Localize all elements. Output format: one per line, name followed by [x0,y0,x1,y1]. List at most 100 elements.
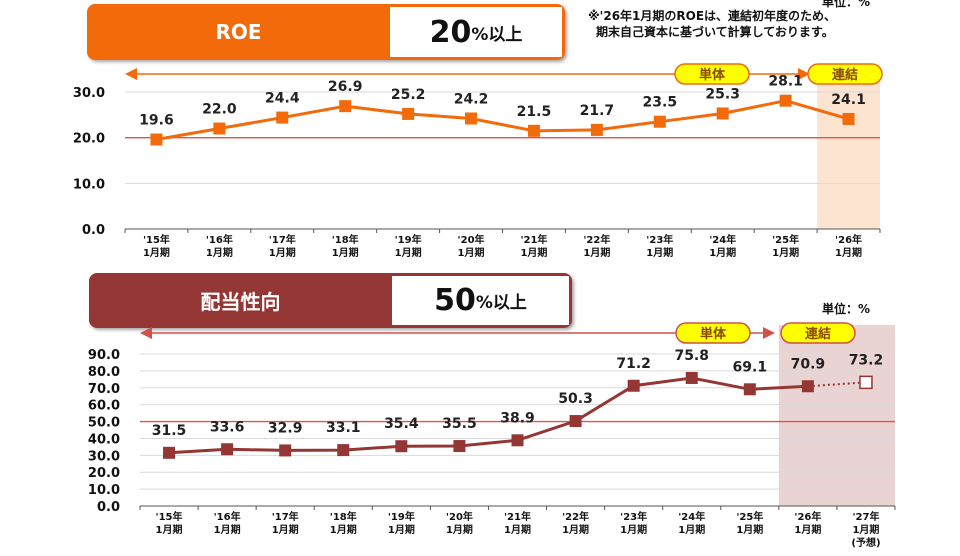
payout-data-marker [279,444,292,457]
roe-arrow-left-head [125,68,137,80]
roe-arrow-right-head [798,68,810,80]
payout-header: 配当性向 50 %以上 [89,273,572,328]
roe-data-marker [590,123,603,136]
roe-data-marker [402,107,415,120]
roe-unit-label: 単位：% [822,0,871,9]
roe-data-marker [465,112,478,125]
payout-x-tick-label: '17年 [272,510,299,523]
roe-x-tick-label: 1月期 [709,246,736,259]
roe-x-tick-label: 1月期 [646,246,673,259]
roe-x-tick-label: 1月期 [395,246,422,259]
payout-x-tick-label: 1月期 [852,523,879,536]
payout-x-tick-label: '16年 [214,510,241,523]
payout-y-tick: 20.0 [88,466,120,481]
roe-x-tick-label: 1月期 [520,246,547,259]
payout-y-tick: 70.0 [88,382,120,397]
roe-x-tick-label: '21年 [520,233,547,246]
roe-target-suffix: %以上 [471,24,523,45]
roe-data-label: 23.5 [643,95,678,111]
payout-consolidated-shade [778,325,895,506]
payout-y-tick: 30.0 [88,449,120,464]
payout-badge-standalone-label: 単体 [700,326,727,342]
payout-y-tick: 10.0 [88,483,120,498]
roe-header: ROE 20 %以上 [87,4,565,60]
roe-data-marker [653,115,666,128]
roe-x-tick-label: '15年 [143,233,170,246]
roe-x-tick-label: 1月期 [206,246,233,259]
roe-x-tick-label: '20年 [458,233,485,246]
payout-x-tick-label: 1月期 [620,523,647,536]
roe-x-tick-label: 1月期 [269,246,296,259]
payout-x-tick-label: 1月期 [272,523,299,536]
payout-header-title: 配当性向 [200,290,281,314]
roe-data-label: 19.6 [139,112,174,128]
payout-x-tick-label: 1月期 [214,523,241,536]
payout-data-marker [685,371,698,384]
payout-data-marker [221,443,234,456]
roe-data-marker [527,124,540,137]
note-line-2: 期末自己資本に基づいて計算しております。 [596,25,834,39]
roe-x-tick-label: 1月期 [772,246,799,259]
payout-data-label: 38.9 [500,410,535,426]
payout-series-line [168,376,808,455]
roe-data-label: 28.1 [768,74,803,90]
payout-forecast-marker [859,375,873,390]
payout-arrow-left-head [140,327,152,339]
payout-y-tick: 90.0 [88,348,120,363]
roe-x-tick-label: '24年 [709,233,736,246]
roe-badge-consolidated [807,63,883,85]
payout-x-tick-label: 1月期 [446,523,473,536]
roe-x-tick-label: 1月期 [835,246,862,259]
roe-y-tick: 10.0 [73,177,105,192]
roe-data-marker [276,111,289,124]
roe-data-label: 24.4 [265,91,300,107]
roe-data-label: 21.5 [517,104,552,120]
roe-data-label: 21.7 [580,103,615,119]
payout-x-tick-label: '19年 [388,510,415,523]
roe-data-label: 22.0 [202,102,237,118]
payout-y-tick: 40.0 [88,432,120,447]
payout-badge-consolidated-label: 連結 [805,326,831,342]
roe-data-marker [842,112,855,125]
payout-data-label: 35.4 [384,416,419,432]
roe-data-marker [779,94,792,107]
payout-x-tick-label: '26年 [794,510,821,523]
roe-note: ※'26年1月期のROEは、連結初年度のため、 期末自己資本に基づいて計算しており… [588,8,836,40]
payout-unit-label: 単位：% [822,302,871,316]
payout-x-tick-label: '20年 [446,510,473,523]
payout-x-tick-label: 1月期 [794,523,821,536]
roe-badge-consolidated-label: 連結 [832,67,858,83]
payout-data-marker [395,440,408,453]
payout-x-tick-label: (予想) [851,536,880,549]
payout-data-marker [627,379,640,392]
payout-x-tick-label: '27年 [852,510,879,523]
payout-data-label: 69.1 [733,359,768,375]
payout-badge-standalone [675,322,751,344]
roe-y-tick: 30.0 [73,86,105,101]
payout-y-tick: 50.0 [88,416,120,431]
roe-header-title: ROE [215,20,262,44]
roe-y-tick: 20.0 [73,132,105,147]
payout-data-label: 73.2 [849,352,884,368]
roe-data-label: 24.2 [454,91,489,107]
payout-x-tick-label: 1月期 [678,523,705,536]
payout-data-label: 50.3 [558,391,593,407]
payout-data-marker [453,440,466,453]
payout-target-number: 50 [434,283,476,318]
roe-data-label: 25.2 [391,87,426,103]
payout-data-label: 71.2 [616,356,651,372]
payout-x-tick-label: '18年 [330,510,357,523]
payout-x-tick-label: '25年 [736,510,763,523]
roe-series-line [156,99,849,141]
payout-y-tick: 80.0 [88,365,120,380]
roe-x-tick-label: '17年 [269,233,296,246]
roe-badge-standalone-label: 単体 [699,67,726,83]
payout-x-tick-label: 1月期 [562,523,589,536]
roe-y-tick: 0.0 [82,223,105,238]
payout-x-tick-label: 1月期 [736,523,763,536]
roe-x-tick-label: '22年 [583,233,610,246]
roe-data-label: 24.1 [831,92,866,108]
payout-data-label: 33.6 [210,419,245,435]
roe-x-tick-label: '26年 [835,233,862,246]
roe-x-tick-label: '16年 [206,233,233,246]
